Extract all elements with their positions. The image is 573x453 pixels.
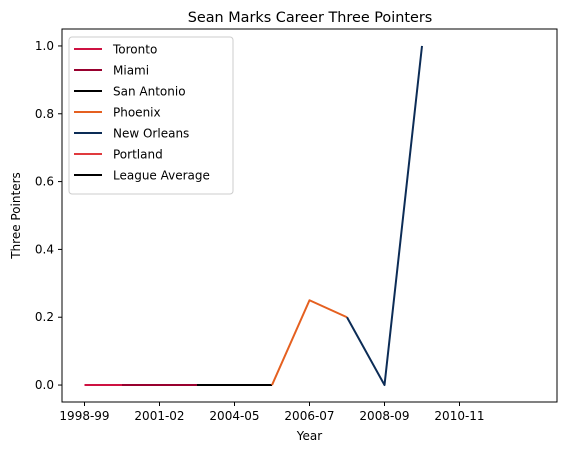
y-tick-label: 0.4 [35, 242, 54, 256]
x-tick-label: 2010-11 [434, 409, 484, 423]
legend-label: Toronto [112, 43, 157, 57]
x-tick-label: 2008-09 [359, 409, 409, 423]
series-line-phoenix [271, 299, 348, 386]
legend-label: Phoenix [113, 106, 161, 120]
series-line-new-orleans [346, 45, 423, 387]
x-tick-label: 1998-99 [59, 409, 109, 423]
axes-layer: 1998-99 2001-02 2004-05 2006-07 2008-09 2010-… [35, 28, 558, 423]
legend-label: New Orleans [113, 127, 189, 141]
y-axis-label: Three Pointers [9, 172, 23, 260]
legend-box [68, 36, 234, 195]
y-tick-label: 0.2 [35, 310, 54, 324]
x-axis-label: Year [296, 429, 322, 443]
y-tick-label: 0.6 [35, 175, 54, 189]
legend-label: League Average [113, 169, 210, 183]
legend-label: Miami [113, 64, 149, 78]
series-layer [84, 45, 423, 387]
legend-label: Portland [113, 148, 163, 162]
chart-title: Sean Marks Career Three Pointers [188, 10, 433, 26]
y-tick-label: 0.0 [35, 378, 54, 392]
y-tick-label: 0.8 [35, 107, 54, 121]
x-tick-label: 2006-07 [284, 409, 334, 423]
x-tick-label: 2001-02 [134, 409, 184, 423]
legend: Toronto Miami San Antonio Phoenix New Orlean… [68, 36, 234, 195]
y-tick-label: 1.0 [35, 39, 54, 53]
legend-label: San Antonio [113, 85, 186, 99]
x-tick-label: 2004-05 [209, 409, 259, 423]
